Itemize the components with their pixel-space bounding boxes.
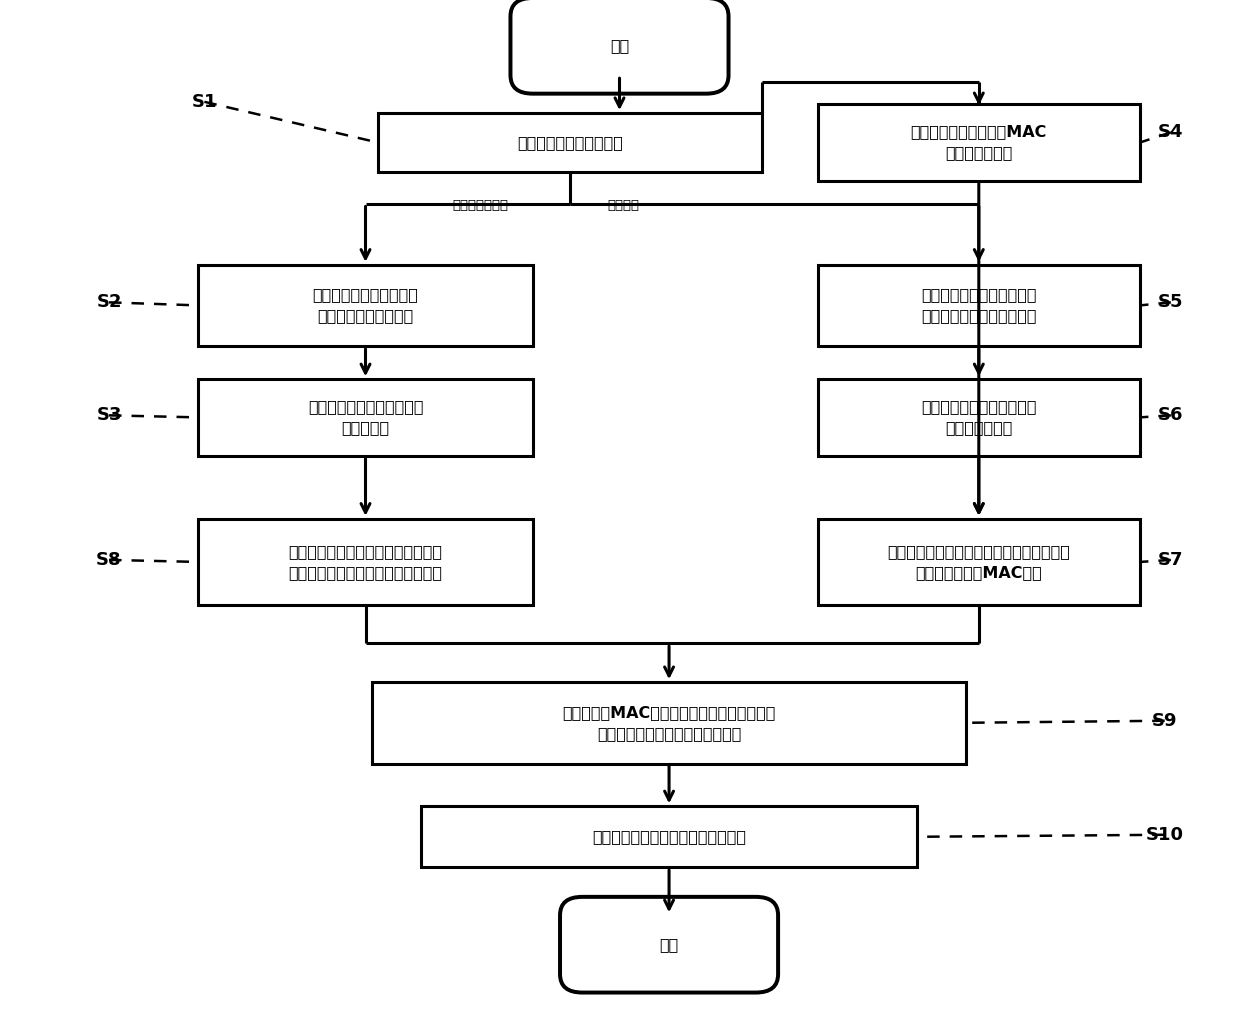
Text: S3: S3	[97, 406, 121, 425]
Bar	[198, 380, 533, 456]
Text: 从组网信号中提取特征参数，输入支持向量
机，识别通信网MAC协议: 从组网信号中提取特征参数，输入支持向量 机，识别通信网MAC协议	[887, 544, 1070, 580]
Bar	[198, 265, 533, 346]
Text: S7: S7	[1158, 551, 1183, 569]
FancyBboxPatch shape	[560, 897, 778, 993]
Text: 结束: 结束	[659, 938, 679, 952]
Text: S10: S10	[1146, 826, 1183, 844]
Bar	[818, 518, 1140, 605]
Bar	[818, 265, 1140, 346]
Text: 对物理层数据进行能量检
测、提取样本等预处理: 对物理层数据进行能量检 测、提取样本等预处理	[312, 287, 419, 324]
Text: 组网数据: 组网数据	[607, 200, 639, 212]
Text: S6: S6	[1158, 406, 1183, 425]
Text: S5: S5	[1158, 293, 1183, 312]
Text: S8: S8	[97, 551, 121, 569]
Text: 采集通信网的物理层数据: 采集通信网的物理层数据	[517, 135, 623, 150]
Bar	[421, 806, 917, 867]
Bar	[818, 380, 1140, 456]
Text: S9: S9	[1152, 712, 1177, 730]
Bar	[378, 113, 762, 172]
Text: 对价真时序调制、加噪得价
真信号，然后提取特征参数: 对价真时序调制、加噪得价 真信号，然后提取特征参数	[921, 287, 1037, 324]
Text: S1: S1	[192, 93, 217, 111]
FancyBboxPatch shape	[510, 0, 729, 94]
Text: 基于网络拓扑结构，网络的关键节点: 基于网络拓扑结构，网络的关键节点	[592, 830, 746, 844]
Text: 根据识别的MAC协议和标识结果，对组网信号
进行模式匹配，识别网络拓扑结构: 根据识别的MAC协议和标识结果，对组网信号 进行模式匹配，识别网络拓扑结构	[563, 704, 776, 741]
Text: 用特征参数组成特征向量，
训练支持向量机: 用特征参数组成特征向量， 训练支持向量机	[921, 399, 1037, 436]
Bar	[198, 518, 533, 605]
Bar	[372, 682, 966, 764]
Text: S2: S2	[97, 293, 121, 312]
Text: 辐射源标识、将样本输入训
练神经网络: 辐射源标识、将样本输入训 练神经网络	[307, 399, 424, 436]
Text: 依次从组网信号中提取样本，输入神
经网络，标识组网信号中的每一片段: 依次从组网信号中提取样本，输入神 经网络，标识组网信号中的每一片段	[289, 544, 442, 580]
Bar	[818, 105, 1140, 181]
Text: 开始: 开始	[610, 39, 629, 53]
Text: 单一辐射源数据: 单一辐射源数据	[452, 200, 509, 212]
Text: 获取各种常用的竞争类MAC
协议的价真时序: 获取各种常用的竞争类MAC 协议的价真时序	[911, 124, 1047, 161]
Text: S4: S4	[1158, 123, 1183, 142]
